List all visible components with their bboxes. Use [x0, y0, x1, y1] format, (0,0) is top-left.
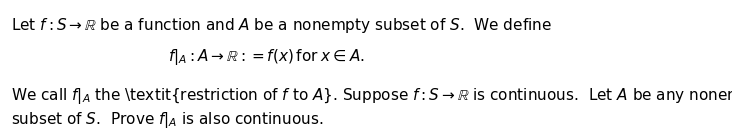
Text: Let $f : S \rightarrow \mathbb{R}$ be a function and $A$ be a nonempty subset of: Let $f : S \rightarrow \mathbb{R}$ be a … [11, 16, 552, 35]
Text: $f|_A : A \rightarrow \mathbb{R} := f(x)\,\mathrm{for}\; x \in A.$: $f|_A : A \rightarrow \mathbb{R} := f(x)… [168, 47, 365, 67]
Text: subset of $S$.  Prove $f|_A$ is also continuous.: subset of $S$. Prove $f|_A$ is also cont… [11, 110, 324, 130]
Text: We call $f|_A$ the \textit{restriction of $f$ to $A$}. Suppose $f : S \rightarro: We call $f|_A$ the \textit{restriction o… [11, 86, 732, 106]
